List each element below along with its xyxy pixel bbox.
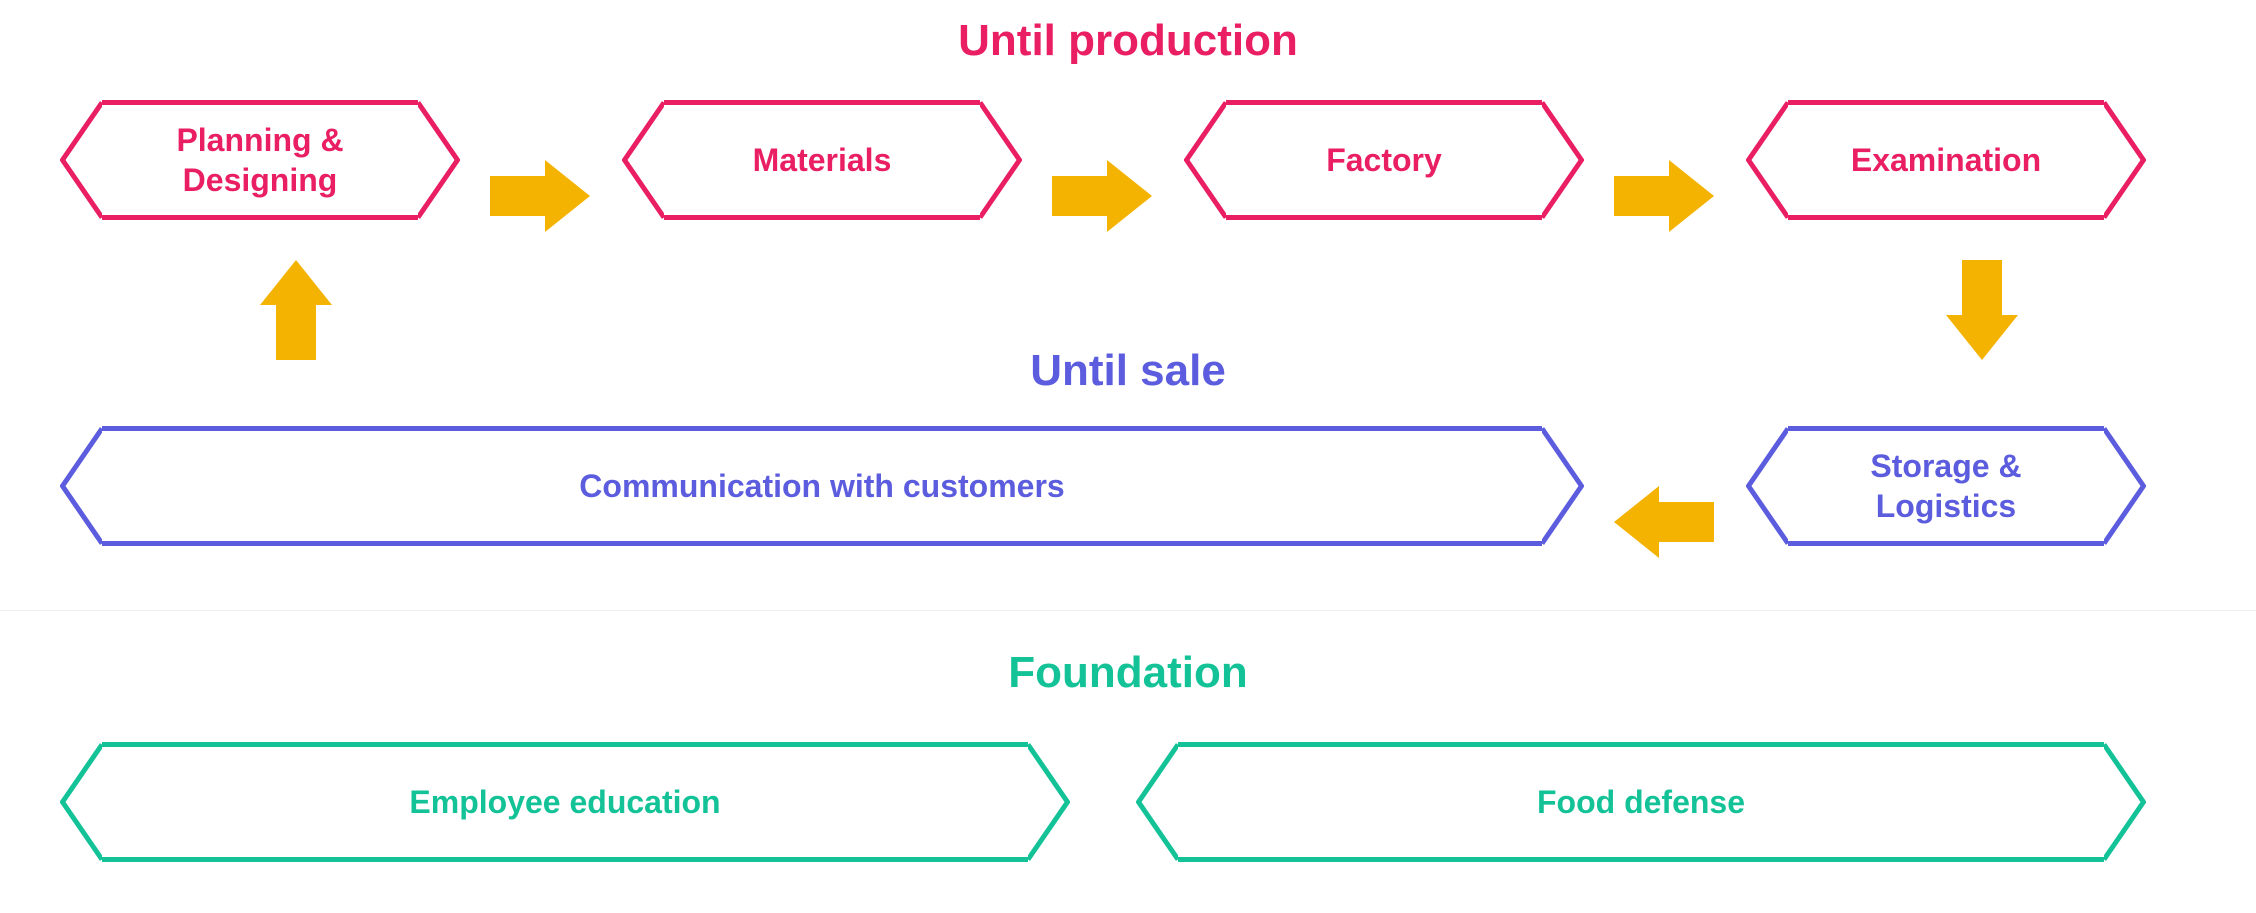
arrow-communication-to-planning (260, 260, 332, 365)
node-employee-education: Employee education (102, 742, 1028, 862)
section-title-sale: Until sale (0, 346, 2256, 396)
node-factory-label: Factory (1314, 140, 1454, 180)
node-factory: Factory (1226, 100, 1542, 220)
node-materials: Materials (664, 100, 980, 220)
section-title-foundation: Foundation (0, 648, 2256, 698)
node-employee-education-label: Employee education (397, 782, 732, 822)
arrow-planning-to-materials (490, 160, 590, 237)
arrow-storage-to-communication (1614, 486, 1714, 563)
node-examination-label: Examination (1839, 140, 2053, 180)
section-title-production-label: Until production (958, 16, 1298, 65)
node-communication-label: Communication with customers (567, 466, 1076, 506)
node-food-defense: Food defense (1178, 742, 2104, 862)
node-planning: Planning & Designing (102, 100, 418, 220)
node-storage: Storage & Logistics (1788, 426, 2104, 546)
arrow-examination-to-storage (1946, 260, 2018, 365)
node-communication: Communication with customers (102, 426, 1542, 546)
section-divider (0, 610, 2256, 611)
section-title-sale-label: Until sale (1030, 346, 1226, 395)
node-materials-label: Materials (741, 140, 904, 180)
section-title-foundation-label: Foundation (1008, 648, 1248, 697)
node-planning-label: Planning & Designing (164, 120, 355, 200)
section-title-production: Until production (0, 16, 2256, 66)
node-examination: Examination (1788, 100, 2104, 220)
arrow-factory-to-examination (1614, 160, 1714, 237)
node-storage-label: Storage & Logistics (1858, 446, 2033, 526)
node-food-defense-label: Food defense (1525, 782, 1757, 822)
arrow-materials-to-factory (1052, 160, 1152, 237)
